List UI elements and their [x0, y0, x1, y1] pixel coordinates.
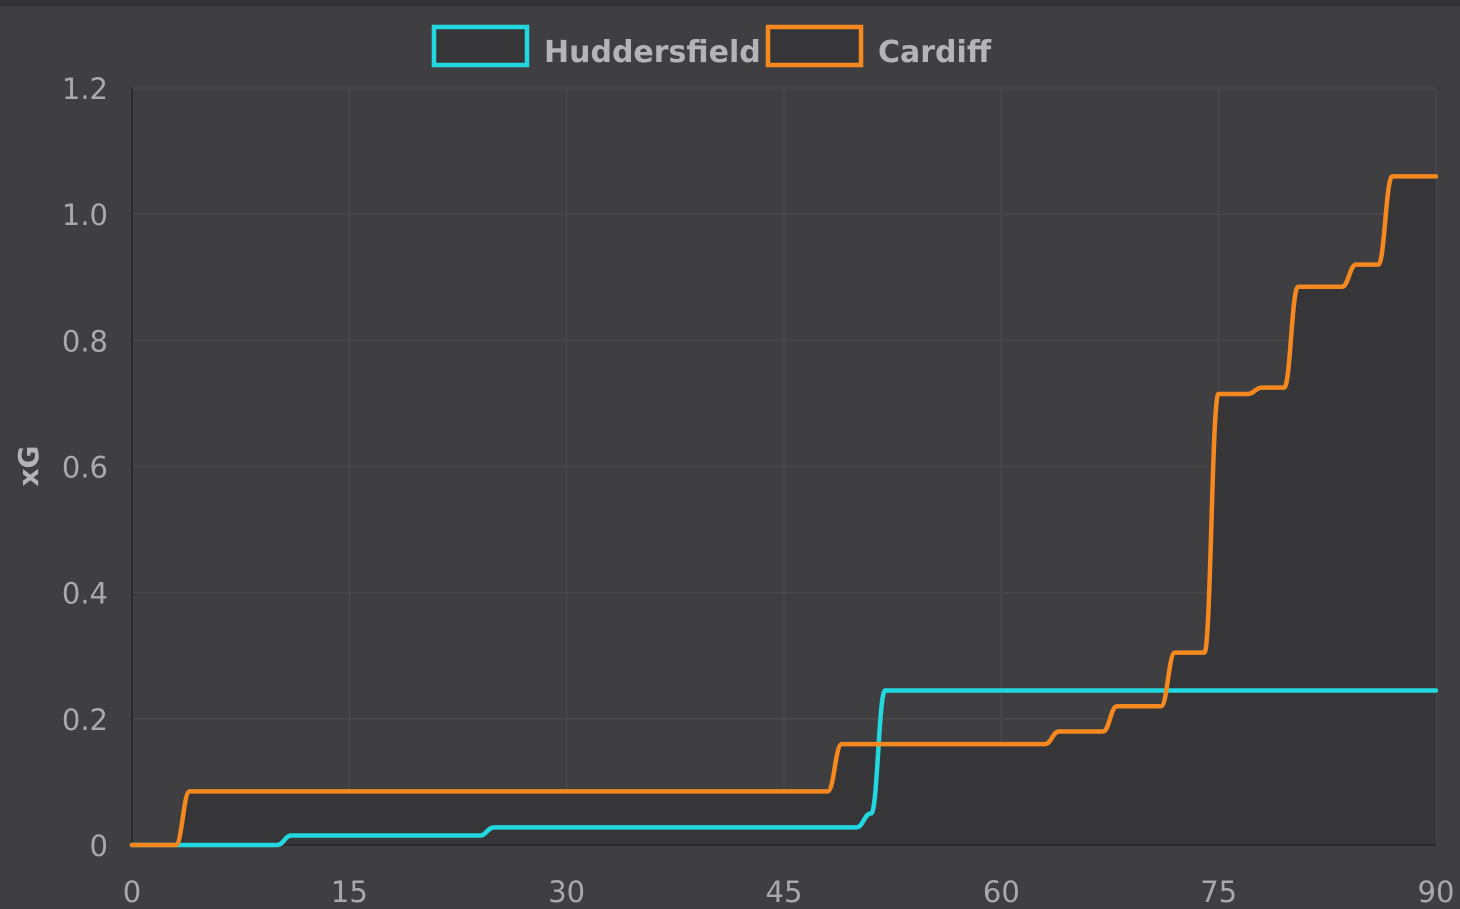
- y-tick-label: 1.0: [62, 198, 108, 232]
- x-tick-label: 90: [1418, 875, 1455, 909]
- legend-swatch-cardiff: [765, 24, 864, 68]
- x-tick-label: 15: [331, 875, 368, 909]
- x-tick-label: 45: [766, 875, 803, 909]
- legend-label-cardiff: Cardiff: [878, 35, 992, 70]
- x-tick-label: 75: [1200, 875, 1237, 909]
- x-tick-label: 0: [123, 875, 141, 909]
- area-fill-cardiff: [132, 176, 1436, 845]
- y-tick-label: 0.4: [62, 577, 108, 611]
- axes: 0 15 30 45 60 75 90 0 0.2 0.4 0.6 0.8 1.0 1.2: [62, 72, 1455, 909]
- legend-label-huddersfield: Huddersfield: [544, 35, 761, 70]
- top-border: [0, 0, 1460, 6]
- legend[interactable]: Huddersfield Cardiff: [431, 24, 992, 70]
- y-tick-label: 0.8: [62, 324, 108, 358]
- y-axis-label: xG: [12, 445, 45, 486]
- series-lines: [129, 174, 1439, 848]
- y-tick-label: 1.2: [62, 72, 108, 106]
- x-tick-label: 60: [983, 875, 1020, 909]
- series-line-cardiff: [129, 174, 1439, 848]
- y-tick-label: 0.2: [62, 703, 108, 737]
- legend-swatch-huddersfield: [431, 24, 530, 68]
- y-tick-label: 0: [90, 829, 108, 863]
- series-line-huddersfield: [129, 688, 1439, 848]
- y-tick-label: 0.6: [62, 451, 108, 485]
- x-tick-label: 30: [548, 875, 585, 909]
- area-fill: [132, 176, 1436, 845]
